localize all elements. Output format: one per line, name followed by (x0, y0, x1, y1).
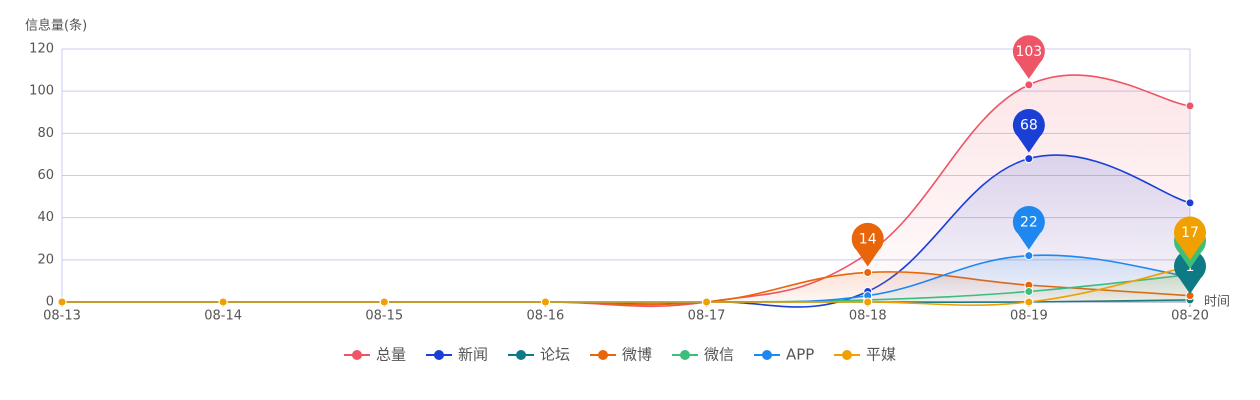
legend-marker (516, 350, 526, 360)
max-pin: 68 (1012, 109, 1045, 153)
max-pin: 14 (851, 222, 884, 267)
pin-label: 17 (1181, 225, 1199, 241)
legend-label: 微博 (622, 346, 652, 364)
data-point (57, 297, 67, 307)
x-tick-label: 08-15 (365, 309, 403, 324)
data-point (1024, 251, 1034, 261)
pin-shape (851, 222, 884, 267)
x-tick-label: 08-13 (43, 309, 81, 324)
data-point (379, 297, 389, 307)
max-pin: 17 (1174, 216, 1206, 261)
x-tick-label: 08-20 (1171, 309, 1209, 324)
pin-shape (1174, 216, 1206, 261)
max-pin: 103 (1012, 35, 1045, 79)
pin-shape (1012, 35, 1045, 79)
pin-shape (1012, 205, 1045, 250)
pin-shape (1012, 109, 1045, 153)
data-point (1024, 154, 1034, 164)
legend-label: 总量 (376, 346, 406, 364)
legend-label: 论坛 (540, 346, 570, 364)
legend-marker (434, 350, 444, 360)
legend-marker (598, 350, 608, 360)
max-pin: 22 (1012, 205, 1045, 250)
pin-shape (1174, 250, 1206, 294)
x-tick-label: 08-16 (527, 309, 565, 324)
x-tick-label: 08-17 (688, 309, 726, 324)
x-tick-label: 08-19 (1010, 309, 1048, 324)
legend-label: 微信 (704, 346, 734, 364)
pin-label: 22 (1020, 215, 1038, 231)
y-tick-label: 80 (37, 126, 54, 141)
legend-marker (842, 350, 852, 360)
y-tick-label: 100 (29, 84, 54, 99)
x-tick-label: 08-14 (204, 309, 242, 324)
legend-marker (680, 350, 690, 360)
series-area (62, 155, 1190, 307)
data-point (702, 297, 712, 307)
pin-label: 68 (1020, 118, 1038, 134)
data-point (1185, 198, 1195, 208)
data-point (1185, 101, 1195, 111)
series-area (62, 255, 1190, 303)
data-point (1024, 297, 1034, 307)
series-line (62, 265, 1191, 306)
y-tick-label: 40 (37, 210, 54, 225)
data-point (863, 297, 873, 307)
y-tick-label: 60 (37, 168, 54, 183)
legend-label: 平媒 (866, 346, 896, 364)
y-tick-label: 20 (37, 252, 54, 267)
y-axis-title: 信息量(条) (25, 18, 87, 34)
legend-marker (352, 350, 362, 360)
data-point (540, 297, 550, 307)
series-area (62, 266, 1190, 306)
data-point (218, 297, 228, 307)
pin-label: 14 (859, 231, 877, 247)
series-area (62, 75, 1190, 307)
legend-label: 新闻 (458, 346, 488, 364)
data-point (1024, 286, 1034, 296)
x-tick-label: 08-18 (849, 309, 887, 324)
data-point (863, 267, 873, 277)
y-tick-label: 0 (46, 295, 54, 310)
legend-label: APP (786, 346, 814, 364)
legend-marker (762, 350, 772, 360)
y-tick-label: 120 (29, 42, 54, 57)
x-axis-title: 时间 (1204, 295, 1230, 310)
pin-label: 103 (1015, 44, 1042, 60)
data-point (1024, 80, 1034, 90)
